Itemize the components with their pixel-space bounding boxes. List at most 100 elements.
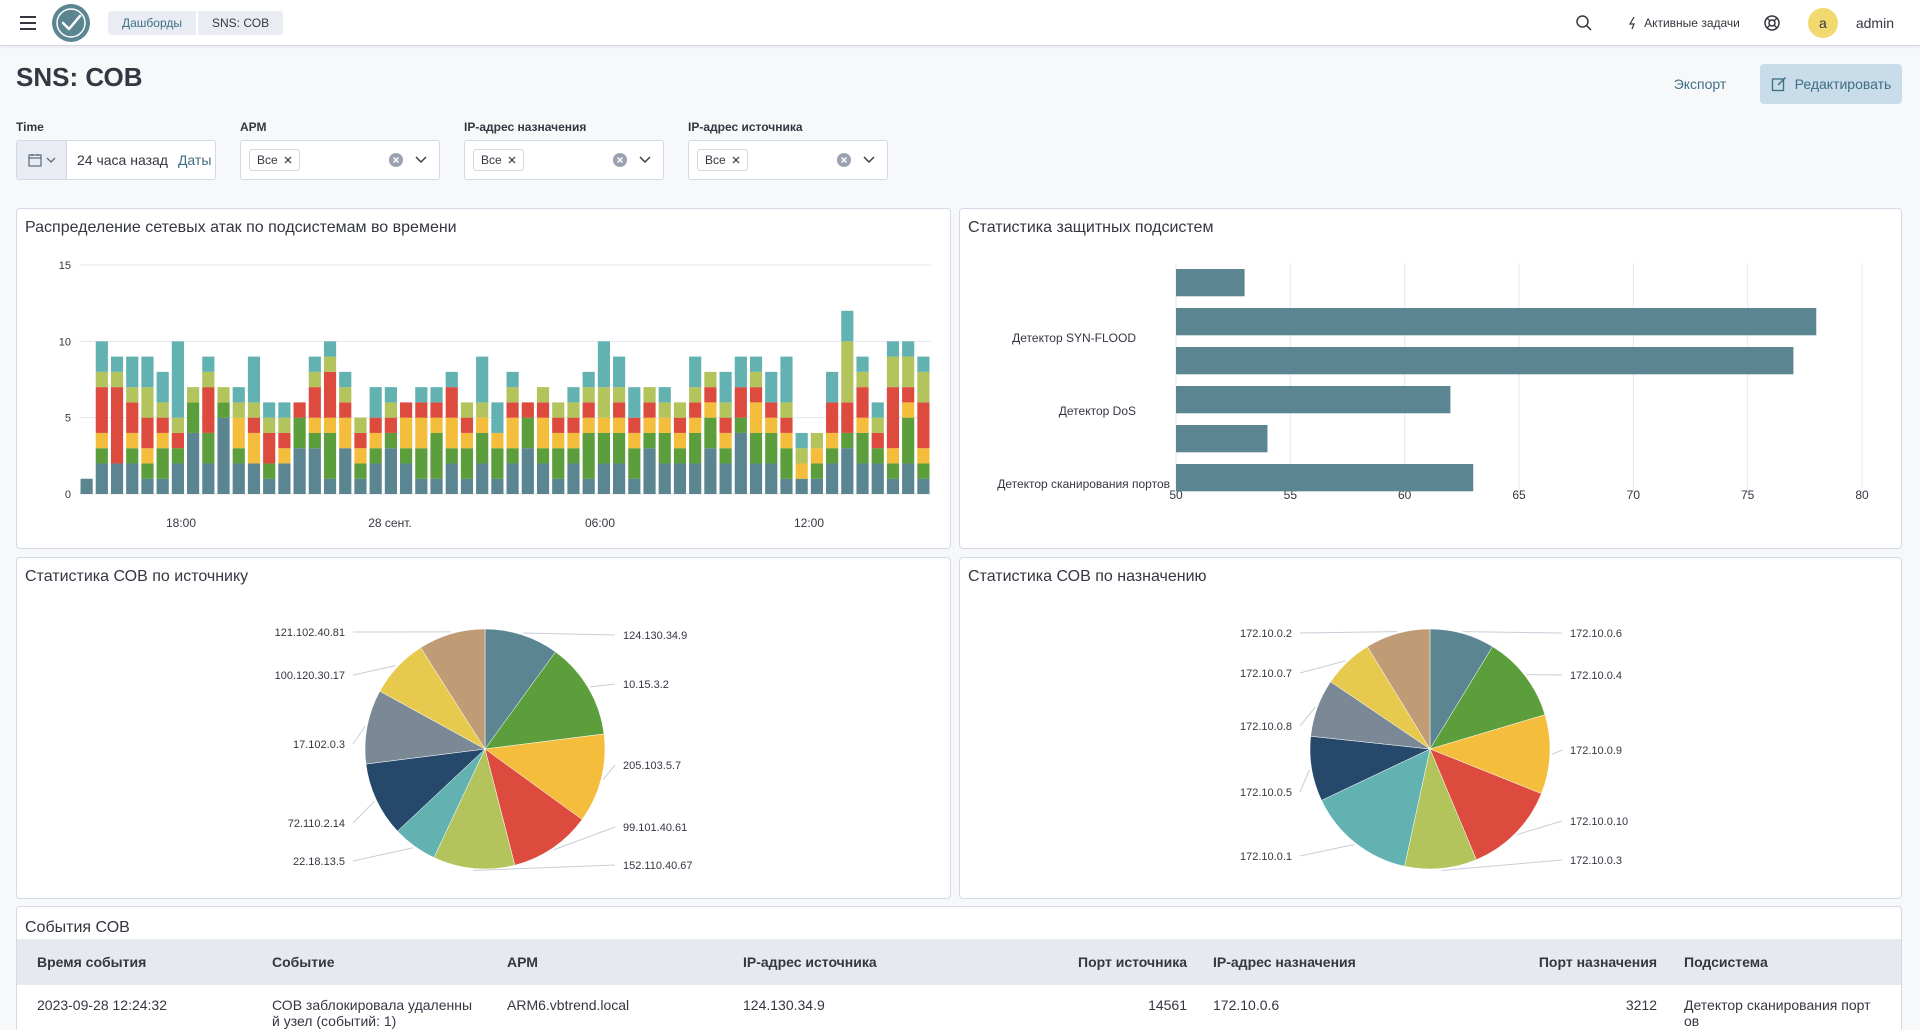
x-tick-label: 06:00 bbox=[585, 516, 615, 530]
bar-segment bbox=[613, 356, 626, 388]
pie-leader-line bbox=[553, 826, 616, 851]
column-header-subsystem[interactable]: Подсистема bbox=[1684, 954, 1768, 970]
bar-segment bbox=[749, 463, 763, 494]
bar-segment bbox=[369, 448, 382, 464]
help-icon[interactable] bbox=[1762, 13, 1782, 33]
src-ip-select[interactable]: Все bbox=[688, 140, 888, 180]
bar-segment bbox=[278, 417, 291, 433]
bar-segment bbox=[689, 356, 702, 388]
dst-ip-selected-pill[interactable]: Все bbox=[473, 149, 524, 171]
bar-segment bbox=[339, 402, 352, 418]
close-icon[interactable] bbox=[284, 156, 292, 164]
x-tick-label: 60 bbox=[1398, 488, 1412, 502]
bar-segment bbox=[673, 417, 687, 433]
bar-segment bbox=[689, 463, 702, 494]
bar-segment bbox=[263, 478, 276, 494]
bar-segment bbox=[856, 371, 869, 388]
bar-segment bbox=[871, 448, 884, 464]
bar-segment bbox=[719, 432, 732, 449]
bar-segment bbox=[415, 417, 428, 449]
bar-segment bbox=[689, 432, 702, 464]
bar-segment bbox=[704, 387, 717, 403]
search-icon[interactable] bbox=[1574, 13, 1594, 33]
bar-segment bbox=[780, 417, 793, 433]
pie-slice-label: 172.10.0.1 bbox=[1240, 851, 1292, 863]
close-icon[interactable] bbox=[732, 156, 740, 164]
column-header-src-ip[interactable]: IP-адрес источника bbox=[743, 954, 877, 970]
dst-ip-select[interactable]: Все bbox=[464, 140, 664, 180]
edit-button[interactable]: Редактировать bbox=[1760, 64, 1902, 104]
top-bar: Дашборды SNS: СОВ Активные задачи a admi… bbox=[0, 0, 1920, 46]
bar-segment bbox=[902, 387, 915, 403]
bar-segment bbox=[293, 402, 306, 418]
username[interactable]: admin bbox=[1855, 14, 1894, 31]
time-range-value[interactable]: 24 часа назад bbox=[77, 152, 168, 168]
bar-segment bbox=[156, 478, 169, 494]
chevron-down-icon[interactable] bbox=[411, 156, 431, 164]
bar-segment bbox=[339, 387, 352, 403]
close-icon[interactable] bbox=[508, 156, 516, 164]
breadcrumb-current[interactable]: SNS: СОВ bbox=[198, 10, 284, 35]
bar-segment bbox=[293, 448, 306, 494]
export-button[interactable]: Экспорт bbox=[1673, 76, 1727, 92]
menu-icon[interactable] bbox=[14, 9, 42, 37]
bar-segment bbox=[536, 417, 550, 449]
bar-segment bbox=[126, 356, 139, 388]
bar-segment bbox=[263, 417, 276, 433]
bar-segment bbox=[536, 448, 550, 464]
bar-segment bbox=[110, 463, 124, 494]
bar-segment bbox=[156, 448, 169, 479]
avatar[interactable]: a bbox=[1807, 7, 1838, 38]
bar-segment bbox=[323, 478, 337, 494]
pie-leader-line bbox=[473, 864, 616, 871]
column-header-src-port[interactable]: Порт источника bbox=[1078, 954, 1187, 970]
clear-icon[interactable] bbox=[613, 153, 627, 167]
by-source-pie-chart: 124.130.34.9 10.15.3.2 205.103.5.7 99.101.4… bbox=[275, 627, 693, 872]
breadcrumb-dashboards[interactable]: Дашборды bbox=[108, 10, 196, 35]
bar-segment bbox=[613, 463, 626, 494]
chevron-down-icon[interactable] bbox=[859, 156, 879, 164]
active-tasks-button[interactable]: Активные задачи bbox=[1628, 16, 1740, 30]
bar-segment bbox=[141, 387, 154, 418]
calendar-icon bbox=[27, 154, 42, 167]
src-ip-selected-pill[interactable]: Все bbox=[697, 149, 748, 171]
cell-event: СОВ заблокировала удаленны й узел (событ… bbox=[272, 997, 472, 1029]
dates-link[interactable]: Даты bbox=[177, 152, 212, 168]
bar-segment bbox=[491, 402, 504, 433]
bar-segment bbox=[323, 341, 337, 357]
column-header-dst-port[interactable]: Порт назначения bbox=[1538, 954, 1657, 970]
calendar-button[interactable] bbox=[17, 141, 67, 179]
bar-segment bbox=[95, 432, 108, 449]
pie-slice-label: 10.15.3.2 bbox=[623, 679, 669, 691]
bar-segment bbox=[856, 463, 869, 494]
bar-segment bbox=[597, 387, 610, 418]
bar-segment bbox=[826, 432, 839, 449]
arm-selected-pill[interactable]: Все bbox=[249, 149, 300, 171]
bar-segment bbox=[339, 371, 352, 388]
arm-select[interactable]: Все bbox=[240, 140, 440, 180]
column-header-arm[interactable]: АРМ bbox=[507, 954, 538, 970]
chevron-down-icon[interactable] bbox=[635, 156, 655, 164]
bar-segment bbox=[765, 417, 778, 433]
column-header-time[interactable]: Время события bbox=[37, 954, 147, 970]
column-header-dst-ip[interactable]: IP-адрес назначения bbox=[1213, 954, 1356, 970]
bar-segment bbox=[217, 387, 230, 403]
pie-slice bbox=[1429, 646, 1546, 750]
clear-icon[interactable] bbox=[389, 153, 403, 167]
bar-segment bbox=[613, 417, 626, 433]
bar-segment bbox=[506, 387, 519, 403]
bar-segment bbox=[339, 448, 352, 494]
bar-segment bbox=[369, 417, 382, 433]
column-header-event[interactable]: Событие bbox=[272, 954, 335, 970]
bar-segment bbox=[917, 371, 930, 403]
bar-segment bbox=[673, 448, 687, 464]
pie-leader-line bbox=[352, 725, 366, 745]
hbar bbox=[1176, 464, 1474, 492]
cell-subsystem-line-2: ов bbox=[1684, 1013, 1700, 1029]
bar-segment bbox=[171, 341, 184, 418]
events-table-title: События СОВ bbox=[25, 919, 130, 936]
pie-slice-label: 205.103.5.7 bbox=[623, 760, 681, 772]
bar-segment bbox=[841, 402, 854, 433]
app-logo[interactable] bbox=[52, 3, 90, 42]
clear-icon[interactable] bbox=[837, 153, 851, 167]
